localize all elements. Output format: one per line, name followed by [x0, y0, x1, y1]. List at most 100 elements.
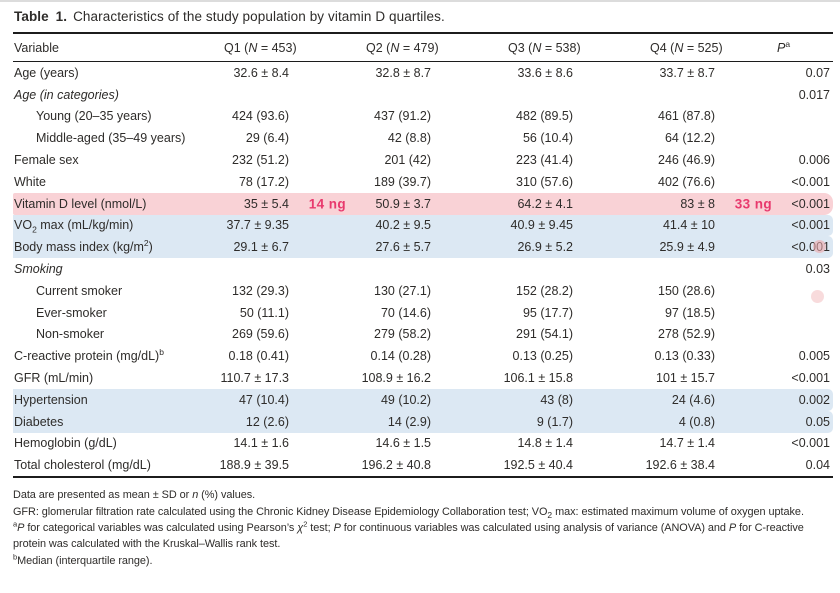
cell-value: 14.7 ± 1.4 — [659, 436, 715, 451]
row-label: Hemoglobin (g/dL) — [14, 436, 117, 451]
cell-q3: 482 (89.5) — [493, 109, 635, 123]
cell-q2: 27.6 ± 5.7 — [351, 240, 493, 254]
cell-value: 101 ± 15.7 — [656, 371, 715, 386]
top-rule — [13, 32, 833, 34]
table-row: Age (in categories) 0.017 — [13, 84, 833, 106]
cell-value: 14.1 ± 1.6 — [233, 436, 289, 451]
cell-q3: 310 (57.6) — [493, 175, 635, 189]
cell-value: 4 (0.8) — [678, 414, 715, 429]
cell-value: 56 (10.4) — [522, 131, 573, 146]
cell-q4: 14.7 ± 1.4 — [635, 436, 777, 450]
cell-value: 47 (10.4) — [238, 392, 289, 407]
cell-value: 150 (28.6) — [658, 283, 715, 298]
table-row: Diabetes 12 (2.6) 14 (2.9) 9 (1.7) 4 (0.8) 0.… — [13, 410, 833, 433]
table-title: Table 1. Characteristics of the study pop… — [13, 2, 833, 32]
cell-q3: 43 (8) — [493, 393, 635, 407]
cell-value: 32.8 ± 8.7 — [375, 65, 431, 80]
cell-q2: 32.8 ± 8.7 — [351, 66, 493, 80]
cell-q4: 25.9 ± 4.9 — [635, 240, 777, 254]
cell-q1: 232 (51.2) — [209, 153, 351, 167]
cell-value: 0.14 (0.28) — [370, 349, 431, 364]
cell-q3: 26.9 ± 5.2 — [493, 240, 635, 254]
cell-value: 64.2 ± 4.1 — [517, 196, 573, 211]
table-row: Young (20–35 years) 424 (93.6) 437 (91.2) 4… — [13, 106, 833, 128]
cell-value: 424 (93.6) — [232, 109, 289, 124]
cell-q4: 41.4 ± 10 — [635, 218, 777, 232]
cell-q3: 33.6 ± 8.6 — [493, 66, 635, 80]
cell-value: 279 (58.2) — [374, 327, 431, 342]
row-label: Middle-aged (35–49 years) — [36, 131, 186, 146]
table-row: Female sex 232 (51.2) 201 (42) 223 (41.4) 24… — [13, 149, 833, 171]
column-header-q1: Q1 (N = 453) — [224, 40, 297, 55]
cell-q1: 132 (29.3) — [209, 284, 351, 298]
cell-q2: 14 (2.9) — [351, 415, 493, 429]
cell-value: 310 (57.6) — [516, 174, 573, 189]
cell-q3: 106.1 ± 15.8 — [493, 371, 635, 385]
cell-value: 33.7 ± 8.7 — [659, 65, 715, 80]
cell-p-value: 0.017 — [798, 87, 830, 102]
cell-p-value: 0.03 — [805, 262, 830, 277]
cell-q1: 0.18 (0.41) — [209, 349, 351, 363]
cell-value: 29.1 ± 6.7 — [233, 240, 289, 255]
cell-value: 40.2 ± 9.5 — [375, 218, 431, 233]
cell-q1: 14.1 ± 1.6 — [209, 436, 351, 450]
footnote: bMedian (interquartile range). — [13, 551, 153, 567]
cell-value: 24 (4.6) — [671, 392, 715, 407]
cell-q1: 188.9 ± 39.5 — [209, 458, 351, 472]
cell-q3: 56 (10.4) — [493, 131, 635, 145]
column-header-q2: Q2 (N = 479) — [366, 40, 439, 55]
cell-value: 95 (17.7) — [522, 305, 573, 320]
cell-q4: 24 (4.6) — [635, 393, 777, 407]
cell-q2: 40.2 ± 9.5 — [351, 218, 493, 232]
cell-q4: 33.7 ± 8.7 — [635, 66, 777, 80]
table-row: White 78 (17.2) 189 (39.7) 310 (57.6) 402 (7… — [13, 171, 833, 193]
cell-q3: 223 (41.4) — [493, 153, 635, 167]
cell-q4: 97 (18.5) — [635, 306, 777, 320]
cell-value: 27.6 ± 5.7 — [375, 240, 431, 255]
table-header-row: Variable Q1 (N = 453) Q2 (N = 479) Q3 (N = … — [13, 34, 833, 62]
pink-annotation: 33 ng — [734, 196, 772, 212]
table-row: VO2 max (mL/kg/min) 37.7 ± 9.35 40.2 ± 9.5… — [13, 214, 833, 237]
row-label: Non-smoker — [36, 327, 105, 342]
cell-value: 0.18 (0.41) — [228, 349, 289, 364]
row-label: Female sex — [14, 153, 79, 168]
cell-value: 402 (76.6) — [658, 174, 715, 189]
footnote: GFR: glomerular filtration rate calculat… — [13, 505, 804, 520]
cell-value: 192.6 ± 38.4 — [645, 458, 715, 473]
cell-value: 130 (27.1) — [374, 283, 431, 298]
pink-dot — [811, 290, 824, 303]
column-header-variable: Variable — [14, 40, 59, 55]
cell-q1: 110.7 ± 17.3 — [209, 371, 351, 385]
row-label: Hypertension — [14, 392, 88, 407]
cell-q3: 40.9 ± 9.45 — [493, 218, 635, 232]
cell-value: 40.9 ± 9.45 — [510, 218, 573, 233]
cell-q2: 108.9 ± 16.2 — [351, 371, 493, 385]
cell-value: 461 (87.8) — [658, 109, 715, 124]
cell-value: 50.9 ± 3.7 — [375, 196, 431, 211]
cell-value: 43 (8) — [540, 392, 573, 407]
table-row: Vitamin D level (nmol/L) 35 ± 5.4 14 ng 50.… — [13, 192, 833, 215]
cell-p-value: <0.001 — [791, 196, 830, 211]
cell-value: 223 (41.4) — [516, 153, 573, 168]
cell-value: 42 (8.8) — [387, 131, 431, 146]
cell-value: 9 (1.7) — [536, 414, 573, 429]
cell-p-value: 0.04 — [805, 458, 830, 473]
cell-value: 41.4 ± 10 — [662, 218, 715, 233]
cell-value: 25.9 ± 4.9 — [659, 240, 715, 255]
cell-value: 12 (2.6) — [245, 414, 289, 429]
cell-value: 201 (42) — [384, 153, 431, 168]
cell-q1: 12 (2.6) — [209, 415, 351, 429]
cell-q1: 269 (59.6) — [209, 327, 351, 341]
footnote: aP for categorical variables was calcula… — [13, 519, 804, 551]
row-label: Total cholesterol (mg/dL) — [14, 458, 151, 473]
table-row: GFR (mL/min) 110.7 ± 17.3 108.9 ± 16.2 106.… — [13, 367, 833, 389]
table-row: Smoking 0.03 — [13, 258, 833, 280]
row-label: Young (20–35 years) — [36, 109, 152, 124]
cell-value: 437 (91.2) — [374, 109, 431, 124]
cell-value: 106.1 ± 15.8 — [503, 371, 573, 386]
table-row: Non-smoker 269 (59.6) 279 (58.2) 291 (54.1)… — [13, 324, 833, 346]
cell-q3: 95 (17.7) — [493, 306, 635, 320]
cell-p-value: <0.001 — [791, 371, 830, 386]
row-label: Age (in categories) — [14, 87, 119, 102]
cell-value: 33.6 ± 8.6 — [517, 65, 573, 80]
